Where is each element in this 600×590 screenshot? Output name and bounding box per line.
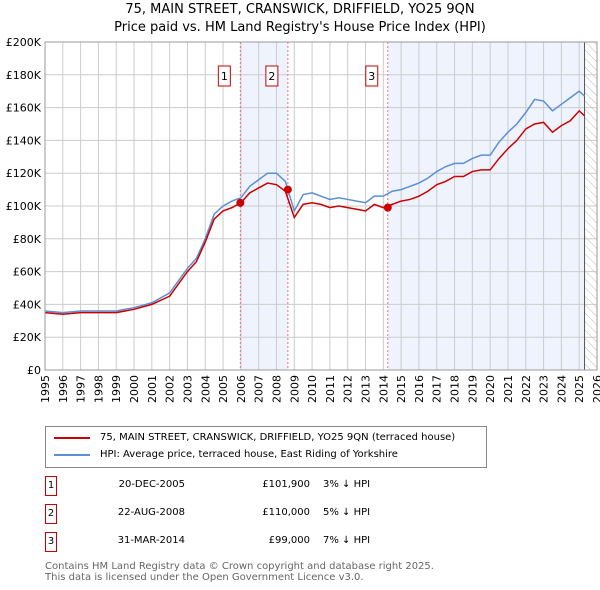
- sale-hpi-diff: 7% ↓ HPI: [323, 535, 371, 546]
- legend-blue-line: [54, 453, 90, 456]
- x-tick-label: 1999: [110, 375, 123, 403]
- chart-subtitle: Price paid vs. HM Land Registry's House …: [114, 20, 486, 35]
- y-tick-label: £40K: [13, 298, 42, 311]
- x-tick-label: 2009: [288, 375, 301, 403]
- plot-frame: [44, 41, 598, 371]
- sale-row: 2 22-AUG-2008 £110,000 5% ↓ HPI: [45, 504, 445, 524]
- x-tick-label: 2012: [342, 375, 355, 403]
- x-tick-label: 2019: [466, 375, 479, 403]
- y-tick-label: £0: [27, 364, 41, 377]
- footer: Contains HM Land Registry data © Crown c…: [45, 561, 434, 583]
- x-tick-label: 2004: [199, 375, 212, 403]
- sale-badge: [265, 65, 279, 87]
- sale-date: 20-DEC-2005: [118, 479, 185, 490]
- sale-row: 1 20-DEC-2005 £101,900 3% ↓ HPI: [45, 476, 445, 496]
- sale-price: £99,000: [268, 535, 310, 546]
- legend: 75, MAIN STREET, CRANSWICK, DRIFFIELD, Y…: [45, 426, 487, 468]
- x-tick-label: 2022: [520, 375, 533, 403]
- sale-date: 31-MAR-2014: [117, 535, 185, 546]
- sale-badge-label: 2: [268, 70, 275, 83]
- x-tick-label: 2000: [128, 375, 141, 403]
- sale-badge-label: 3: [368, 70, 375, 83]
- chart-title: 75, MAIN STREET, CRANSWICK, DRIFFIELD, Y…: [125, 2, 475, 17]
- sale-badge: [365, 65, 379, 87]
- y-tick-label: £60K: [13, 266, 42, 279]
- y-tick-label: £200K: [6, 36, 42, 49]
- x-tick-label: 2013: [360, 375, 373, 403]
- sale-hpi-diff: 3% ↓ HPI: [323, 479, 371, 490]
- x-tick-label: 2011: [324, 375, 337, 403]
- x-tick-label: 2026: [591, 375, 600, 403]
- x-tick-label: 2001: [146, 375, 159, 403]
- x-tick-label: 2002: [164, 375, 177, 403]
- y-tick-label: £100K: [6, 200, 42, 213]
- x-tick-label: 2010: [306, 375, 319, 403]
- y-tick-label: £20K: [13, 331, 42, 344]
- y-tick-label: £120K: [6, 167, 42, 180]
- property-line: [44, 109, 586, 315]
- sale-point: [283, 185, 292, 194]
- sale-price: £110,000: [262, 507, 310, 518]
- sale-row: 3 31-MAR-2014 £99,000 7% ↓ HPI: [45, 532, 445, 552]
- x-tick-label: 2016: [413, 375, 426, 403]
- x-tick-label: 2006: [235, 375, 248, 403]
- sale-date: 22-AUG-2008: [117, 507, 185, 518]
- footer-line1: Contains HM Land Registry data © Crown c…: [45, 561, 434, 572]
- x-tick-label: 2024: [555, 375, 568, 403]
- sale-hpi-diff: 5% ↓ HPI: [323, 507, 371, 518]
- x-tick-label: 1996: [57, 375, 70, 403]
- x-tick-label: 2025: [573, 375, 586, 403]
- legend-red-line: [54, 436, 90, 439]
- chart-area: 1995 1996 1997 1998 1999 2000 2001 2002 2003 2004…: [6, 36, 600, 403]
- legend-property: 75, MAIN STREET, CRANSWICK, DRIFFIELD, Y…: [100, 432, 456, 443]
- sale-badge: [217, 65, 231, 87]
- sale-number: 1: [45, 476, 57, 496]
- x-tick-label: 1995: [39, 375, 52, 403]
- sale-badge-label: 1: [221, 70, 228, 83]
- sale-number: 3: [45, 532, 57, 552]
- footer-line2: This data is licensed under the Open Gov…: [45, 572, 364, 583]
- x-tick-label: 1998: [92, 375, 105, 403]
- sale-number: 2: [45, 504, 57, 524]
- x-tick-label: 1997: [75, 375, 88, 403]
- x-tick-label: 2007: [253, 375, 266, 403]
- y-tick-label: £160K: [6, 102, 42, 115]
- sale-point: [236, 198, 245, 207]
- y-tick-label: £80K: [13, 233, 42, 246]
- sale-price: £101,900: [262, 479, 310, 490]
- x-tick-label: 2015: [395, 375, 408, 403]
- x-tick-label: 2017: [431, 375, 444, 403]
- x-tick-label: 2020: [484, 375, 497, 403]
- x-tick-label: 2008: [270, 375, 283, 403]
- x-tick-label: 2018: [449, 375, 462, 403]
- x-tick-label: 2014: [377, 375, 390, 403]
- x-tick-label: 2005: [217, 375, 230, 403]
- hpi-line: [44, 90, 586, 314]
- y-tick-label: £180K: [6, 69, 42, 82]
- x-tick-label: 2023: [538, 375, 551, 403]
- legend-hpi: HPI: Average price, terraced house, East…: [100, 449, 398, 460]
- sale-point: [383, 203, 392, 212]
- x-tick-label: 2003: [181, 375, 194, 403]
- x-tick-label: 2021: [502, 375, 515, 403]
- y-tick-label: £140K: [6, 134, 42, 147]
